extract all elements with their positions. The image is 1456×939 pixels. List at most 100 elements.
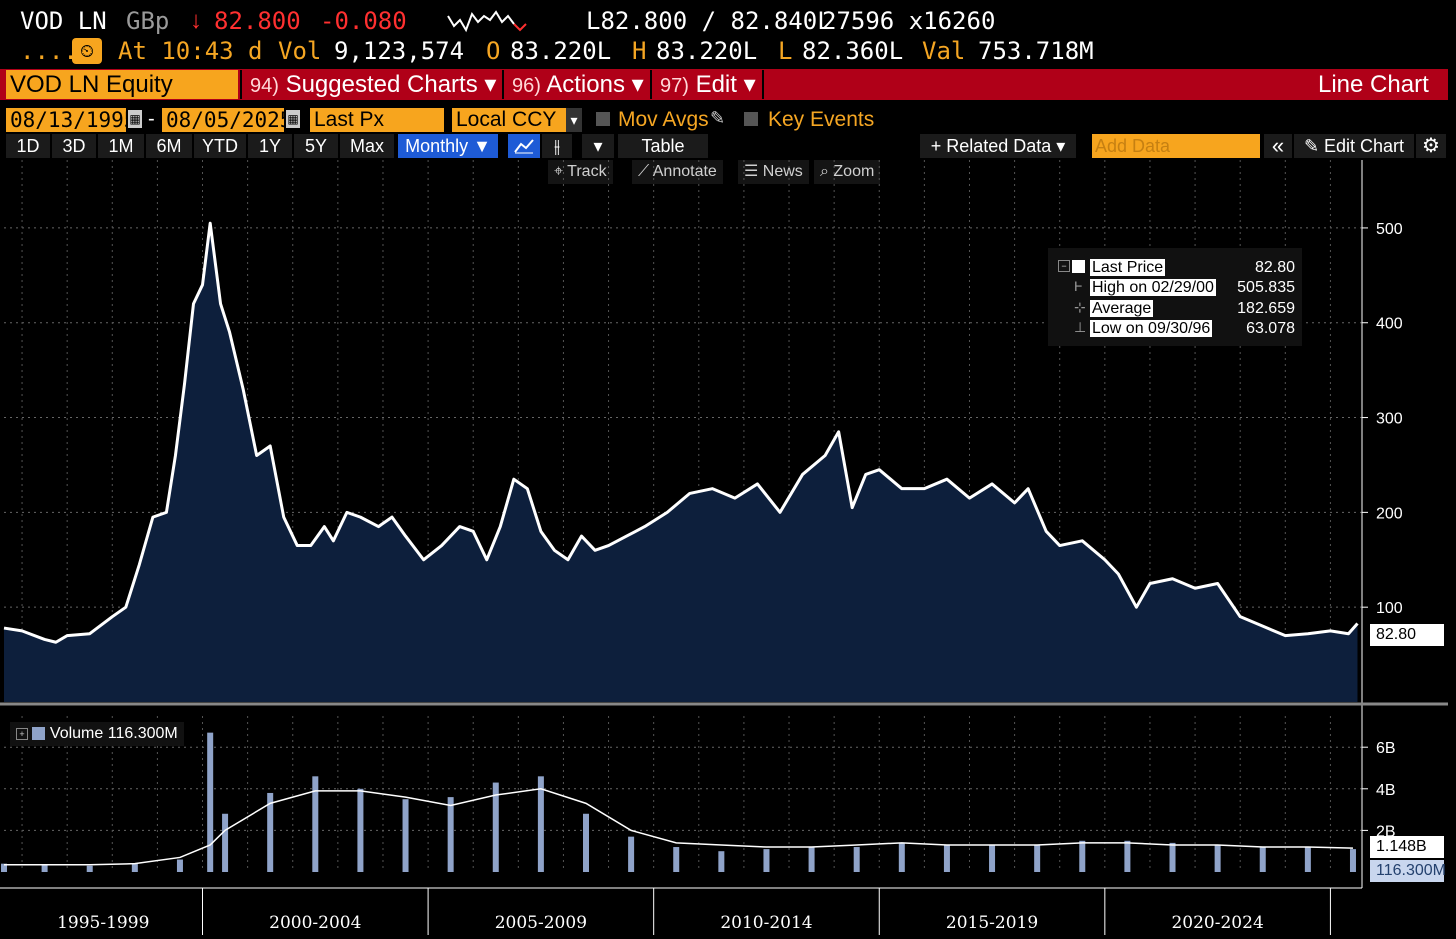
range-5y[interactable]: 5Y	[294, 134, 338, 158]
add-data-input[interactable]: Add Data	[1092, 134, 1260, 158]
price-line	[3, 221, 1359, 644]
range-1y[interactable]: 1Y	[248, 134, 292, 158]
mov-avgs-label[interactable]: Mov Avgs	[618, 108, 709, 131]
calendar-icon[interactable]: ▦	[128, 110, 142, 128]
price-legend[interactable]: − Last Price 82.80 Ⱶ High on 02/29/00 505.…	[1048, 248, 1302, 346]
volume-bar	[176, 859, 183, 872]
range-1d[interactable]: 1D	[6, 134, 50, 158]
volume-bar	[718, 851, 725, 872]
collapse-volume-icon[interactable]: +	[16, 727, 28, 740]
pencil-icon[interactable]: ✎	[710, 108, 726, 128]
security-field[interactable]: VOD LN Equity	[6, 70, 238, 99]
volume-bar	[537, 776, 544, 872]
legend-last-row: Last Price 82.80	[1090, 258, 1295, 278]
collapse-icon[interactable]: «	[1264, 134, 1292, 158]
volume-legend[interactable]: + Volume 116.300M	[10, 722, 184, 746]
end-date-input[interactable]: 08/05/2025	[162, 108, 292, 132]
chart-type-label: Line Chart	[1318, 71, 1429, 98]
high-marker-icon: Ⱶ	[1074, 278, 1083, 294]
price-tick-label: 500	[1376, 221, 1403, 238]
open-value: 83.220L	[510, 37, 612, 65]
xaxis-group-label: 2015-2019	[946, 913, 1038, 933]
line-chart-icon[interactable]	[508, 134, 540, 158]
zoom-button[interactable]: ⌕ Zoom	[814, 160, 881, 184]
high-value: 83.220L	[656, 37, 758, 65]
legend-avg-value: 182.659	[1237, 300, 1295, 317]
chart-style-dropdown[interactable]: ▾	[582, 134, 614, 158]
calendar-icon[interactable]: ▦	[286, 110, 300, 128]
volume-bar	[492, 782, 499, 872]
field-select[interactable]: Last Px	[310, 108, 444, 132]
legend-low-row: Low on 09/30/96 63.078	[1090, 319, 1295, 339]
legend-avg-label: Average	[1090, 300, 1154, 317]
range-6m[interactable]: 6M	[146, 134, 192, 158]
volume-bar	[1, 863, 7, 872]
suggested-charts-menu[interactable]: 94) Suggested Charts ▾	[250, 70, 496, 101]
volume-bar	[1304, 847, 1311, 872]
volume-tick-label: 4B	[1376, 782, 1396, 799]
actions-num: 96)	[512, 75, 541, 97]
suggested-num: 94)	[250, 75, 279, 97]
volume-ma-line	[4, 788, 1353, 866]
bar-chart-icon[interactable]: ⫲	[542, 134, 572, 158]
volume-ma-tag: 1.148B	[1370, 836, 1444, 858]
low-label: L	[778, 37, 793, 65]
range-max[interactable]: Max	[340, 134, 394, 158]
xaxis-group-label: 2010-2014	[720, 913, 812, 933]
currency-select[interactable]: Local CCY	[452, 108, 566, 132]
annotate-button[interactable]: ⟋ Annotate	[632, 160, 723, 184]
ticker: VOD LN	[20, 7, 107, 35]
volume-bar	[357, 788, 364, 872]
bid-ask: L82.800 / 82.840L	[586, 7, 832, 35]
volume-value: 116.300M	[107, 725, 178, 742]
edit-chart-button[interactable]: ✎ Edit Chart	[1294, 134, 1414, 158]
volume-bar	[267, 792, 274, 872]
volume-swatch	[32, 727, 46, 741]
volume-bar	[898, 842, 905, 872]
legend-high-value: 505.835	[1237, 279, 1295, 296]
range-1m[interactable]: 1M	[98, 134, 144, 158]
mov-avgs-checkbox[interactable]	[596, 112, 610, 126]
key-events-label[interactable]: Key Events	[768, 108, 875, 131]
related-data-button[interactable]: + Related Data ▾	[920, 134, 1076, 158]
at-time: At 10:43 d	[118, 37, 263, 65]
xaxis-group-label: 2020-2024	[1171, 913, 1263, 933]
volume-bar	[447, 797, 454, 872]
low-value: 82.360L	[802, 37, 904, 65]
actions-label: Actions ▾	[546, 71, 644, 98]
gauge-icon[interactable]: ⏲	[72, 38, 102, 64]
volume-bar	[131, 863, 138, 872]
down-arrow-icon: ↓	[190, 7, 202, 34]
low-marker-icon: ⊥	[1074, 319, 1087, 335]
legend-low-label: Low on 09/30/96	[1090, 320, 1213, 337]
currency: GBp	[126, 7, 170, 35]
track-button[interactable]: ⌖ Track	[548, 160, 613, 184]
start-date-input[interactable]: 08/13/1995	[6, 108, 136, 132]
key-events-checkbox[interactable]	[744, 112, 758, 126]
open-label: O	[486, 37, 501, 65]
volume-bar	[943, 844, 950, 872]
gear-icon[interactable]: ⚙	[1416, 134, 1446, 158]
volume-tag: 116.300M	[1370, 860, 1446, 882]
period-select[interactable]: Monthly ▼	[398, 134, 498, 158]
volume-bar	[207, 732, 214, 872]
range-ytd[interactable]: YTD	[194, 134, 246, 158]
price-tick-label: 400	[1376, 316, 1403, 333]
average-marker-icon: ⊹	[1074, 299, 1086, 315]
legend-low-value: 63.078	[1246, 320, 1295, 337]
suggested-label: Suggested Charts ▾	[285, 71, 497, 98]
volume-tick-label: 6B	[1376, 740, 1396, 757]
volume-bar	[1349, 849, 1356, 872]
currency-dropdown-icon[interactable]: ▾	[566, 108, 582, 132]
bid-ask-size: 27596 x16260	[822, 7, 996, 35]
news-button[interactable]: ☰ News	[738, 160, 809, 184]
range-3d[interactable]: 3D	[52, 134, 96, 158]
actions-menu[interactable]: 96) Actions ▾	[512, 70, 644, 101]
price-area	[4, 223, 1358, 702]
collapse-legend-icon[interactable]: −	[1058, 260, 1070, 272]
table-button[interactable]: Table	[618, 134, 708, 158]
edit-menu[interactable]: 97) Edit ▾	[660, 70, 756, 101]
last-price: 82.800	[214, 7, 301, 35]
